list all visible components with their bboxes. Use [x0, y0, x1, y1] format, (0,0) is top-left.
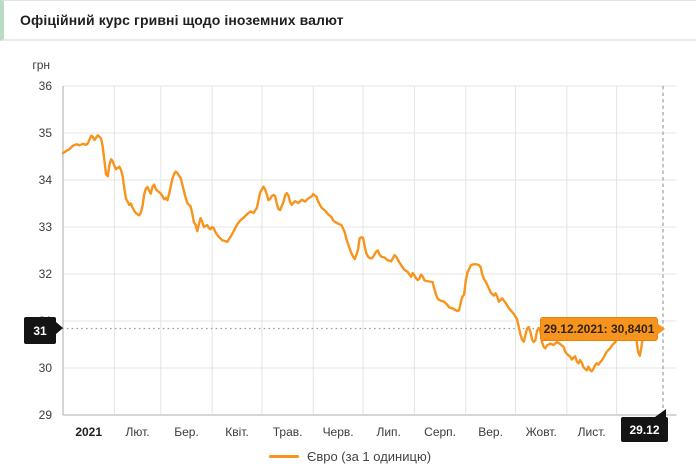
x-tick-label: Квіт. — [225, 425, 249, 439]
x-tick-label: Черв. — [322, 425, 354, 439]
x-tick-label: 2021 — [75, 425, 103, 439]
last-value-tooltip: 29.12.2021: 30,8401 — [540, 317, 658, 341]
x-axis-current-marker: 29.12 — [621, 417, 668, 442]
y-axis-current-marker: 31 — [24, 317, 56, 344]
y-tick-label: 35 — [38, 126, 52, 140]
x-tick-label: Серп. — [424, 425, 457, 439]
legend-label: Євро (за 1 одиницю) — [306, 449, 432, 464]
x-axis-marker-arrow-icon — [655, 409, 666, 417]
y-tick-label: 33 — [38, 220, 52, 234]
x-axis-current-marker-label: 29.12 — [629, 422, 660, 437]
y-axis-marker-arrow-icon — [56, 322, 63, 334]
x-tick-label: Бер. — [174, 425, 199, 439]
y-tick-label: 36 — [38, 79, 52, 93]
last-value-tooltip-text: 29.12.2021: 30,8401 — [543, 322, 655, 336]
x-tick-label: Лип. — [376, 425, 401, 439]
y-tick-label: 30 — [38, 361, 52, 375]
x-tick-label: Вер. — [478, 425, 503, 439]
y-tick-label: 34 — [38, 173, 52, 187]
rate-line — [61, 134, 665, 373]
y-tick-label: 29 — [38, 408, 52, 422]
y-axis-unit-label: грн — [32, 58, 50, 72]
chart-legend[interactable]: Євро (за 1 одиницю) — [0, 449, 700, 464]
x-tick-label: Лют. — [125, 425, 150, 439]
tooltip-arrow-icon — [657, 323, 665, 335]
y-axis-current-marker-label: 31 — [33, 323, 47, 338]
x-tick-label: Трав. — [272, 425, 303, 439]
legend-line-swatch — [268, 455, 299, 458]
y-tick-label: 32 — [38, 267, 52, 281]
x-tick-label: Жовт. — [525, 425, 557, 439]
widget-header: Офіційний курс гривні щодо іноземних вал… — [0, 0, 696, 41]
x-tick-label: Лист. — [577, 425, 606, 439]
page-title: Офіційний курс гривні щодо іноземних вал… — [20, 12, 344, 28]
